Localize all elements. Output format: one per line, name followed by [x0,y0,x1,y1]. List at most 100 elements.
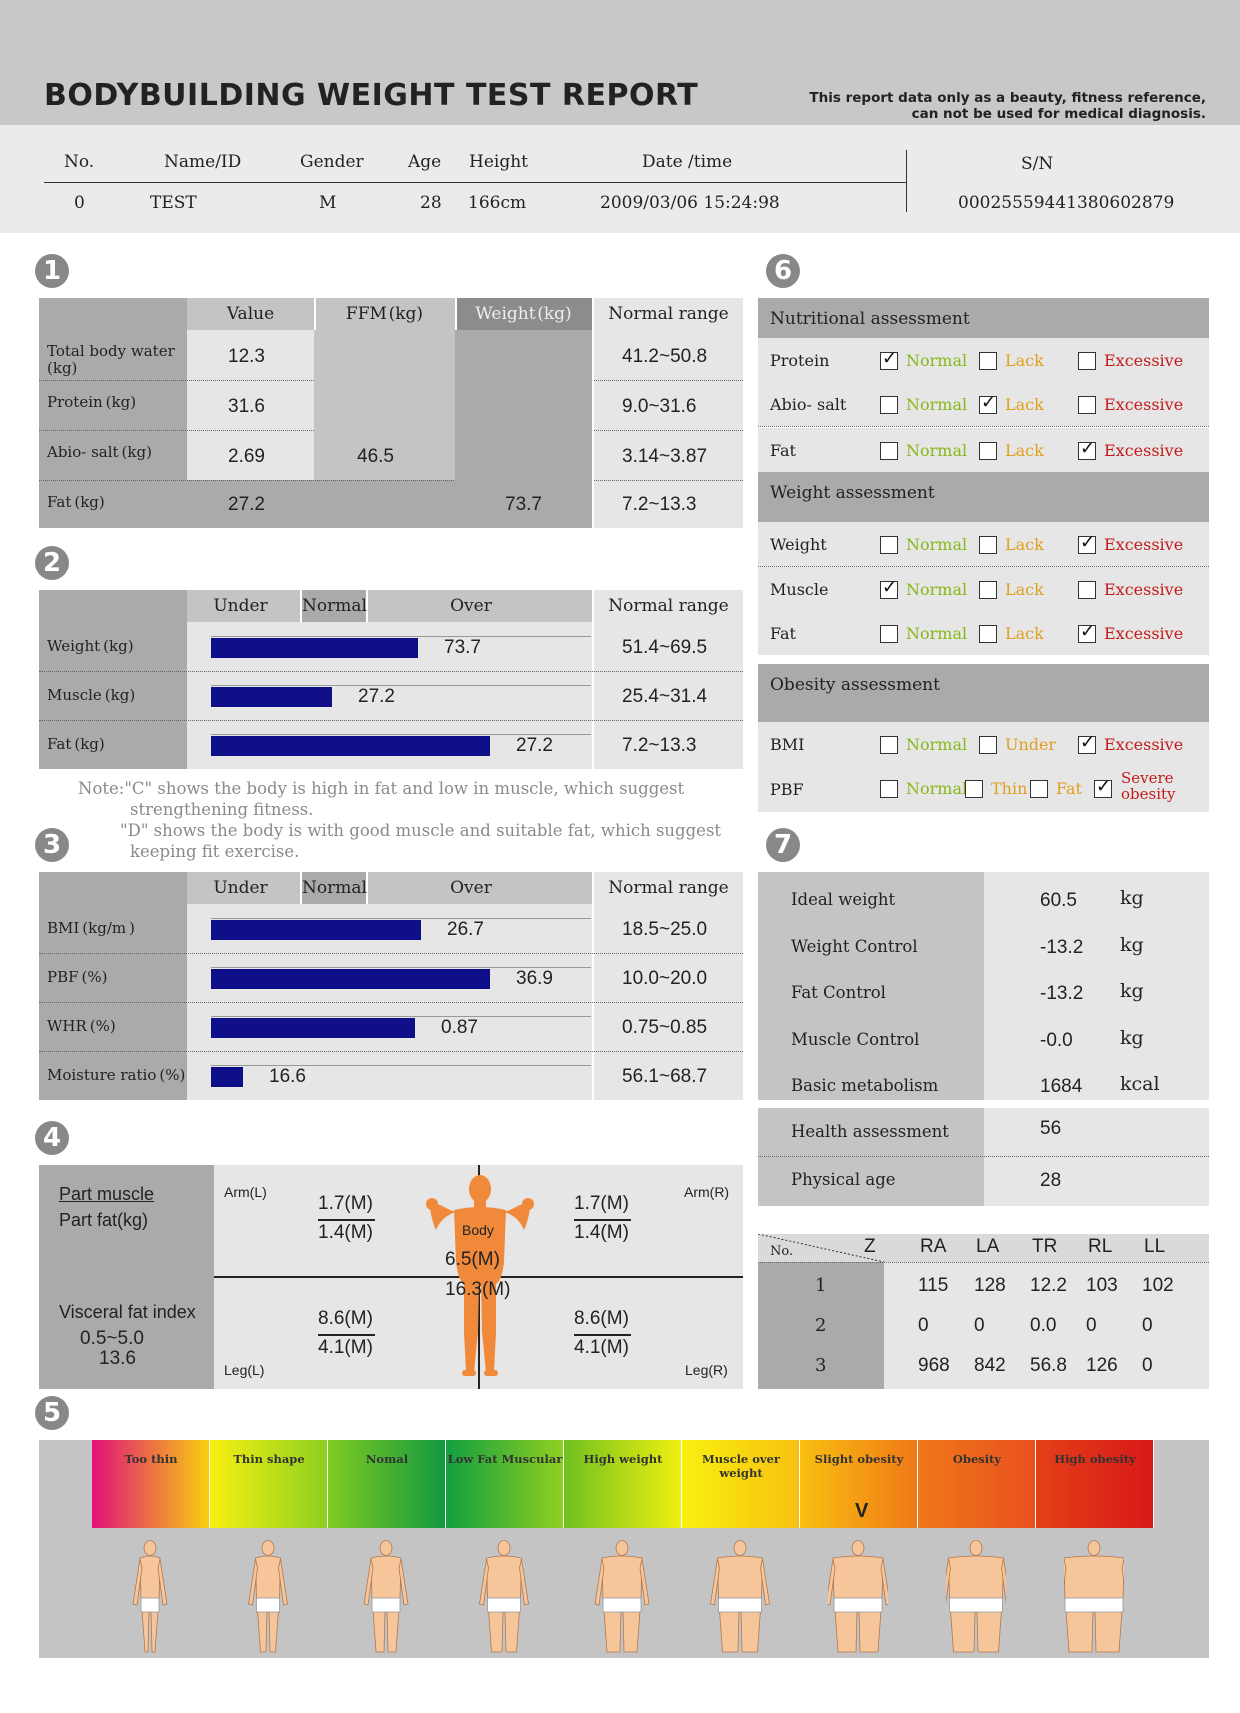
assessment-option: Lack [1005,624,1044,643]
assessment-checkbox[interactable] [1078,352,1096,370]
s7-row-value: 60.5 [1040,890,1077,911]
assessment-checkbox[interactable] [1078,396,1096,414]
z-cell: 115 [918,1275,949,1296]
s4-visceral-range: 0.5~5.0 [80,1328,144,1349]
assessment-checkbox[interactable] [979,736,997,754]
assessment-checkbox[interactable] [880,348,898,370]
assessment-checkbox[interactable] [880,577,898,599]
report-title: BODYBUILDING WEIGHT TEST REPORT [44,78,699,113]
weight-category-label: High weight [583,1452,663,1466]
s3-header-under-label: Under [213,878,268,898]
z-cell: 102 [1142,1275,1174,1296]
s2-row-divider [39,720,743,721]
note-line-4: keeping fit exercise. [130,842,300,861]
assessment-checkbox[interactable] [1078,438,1096,460]
section-3-badge: 3 [35,828,69,862]
s2-header-normal-label: Normal [302,596,367,616]
s3-bar-2 [211,1017,415,1038]
weight-category-label: Nomal [365,1452,409,1466]
z-cell: 126 [1086,1355,1118,1376]
assessment-row-pbf [758,766,1209,812]
z-header-cell: RL [1088,1236,1113,1257]
s1-header-value-label: Value [226,304,275,324]
assessment-checkbox[interactable] [1078,581,1096,599]
s7-row-label: Basic metabolism [791,1076,939,1095]
s3-header-normal [302,872,366,904]
info-vertical-divider [906,150,907,212]
note-line-3: "D" shows the body is with good muscle a… [120,821,722,840]
weight-category-label: Slight obesity [814,1452,904,1466]
assessment-option: Normal [906,735,968,754]
assessment-checkbox[interactable] [1078,621,1096,643]
z-no-label: No. [770,1244,794,1259]
z-row-no: 1 [815,1275,827,1296]
s2-header-under-label: Under [213,596,268,616]
assessment-option: Excessive [1104,535,1184,554]
s1-fat-row-band [187,480,455,528]
s1-header-value [187,298,314,330]
section-4-badge: 4 [35,1121,69,1155]
s2-range: 51.4~69.5 [622,636,708,658]
s7-health-label-panel [758,1108,984,1206]
health-assessment-label: Health assessment [791,1122,949,1141]
s1-range-fat: 7.2~13.3 [622,494,697,515]
assessment-checkbox[interactable] [979,442,997,460]
info-divider [44,182,906,183]
s1-row-divider [39,380,314,381]
section-7-badge: 7 [766,828,800,862]
assessment-checkbox[interactable] [880,736,898,754]
weight-category-label: Too thin [124,1452,178,1466]
s1-range-protein: 9.0~31.6 [622,396,697,417]
assessment-checkbox[interactable] [880,536,898,554]
assessment-option: Lack [1005,351,1044,370]
s3-bar-baseline [211,1065,591,1066]
s2-bar-baseline [211,685,591,686]
z-cell: 0 [1142,1355,1153,1376]
s4-body-muscle: 6.5(M) [445,1249,500,1270]
s2-bar-baseline [211,636,591,637]
assessment-option: Normal [906,441,968,460]
assessment-checkbox[interactable] [979,536,997,554]
s1-weight-column [455,330,592,528]
pbf-label: PBF [770,780,804,799]
s2-bar-1 [211,686,332,707]
s1-value-salt: 2.69 [228,446,265,467]
assessment-checkbox[interactable] [979,625,997,643]
s7-divider [758,1156,1209,1157]
s3-header-blank [39,872,187,904]
pbf-checkbox[interactable] [1030,780,1048,798]
nutritional-assessment-title: Nutritional assessment [770,309,970,329]
assessment-row-label: Protein [770,351,830,370]
assessment-checkbox[interactable] [880,396,898,414]
s1-weight-value: 73.7 [505,494,542,515]
obesity-assessment-title: Obesity assessment [770,675,940,695]
assessment-option: Under [1005,735,1057,754]
s3-header-range-label: Normal range [608,878,729,898]
assessment-option: Excessive [1104,624,1184,643]
s4-leg-r-muscle: 8.6(M) [574,1308,629,1329]
assessment-option: Normal [906,351,968,370]
pbf-option: Fat [1056,779,1082,798]
assessment-checkbox[interactable] [1078,732,1096,754]
s7-row-unit: kg [1120,887,1144,909]
s7-row-label: Muscle Control [791,1029,920,1049]
s4-leg-l-label: Leg(L) [224,1362,265,1378]
assessment-checkbox[interactable] [979,581,997,599]
s4-arm-r-muscle: 1.7(M) [574,1193,629,1214]
assessment-checkbox[interactable] [880,442,898,460]
health-assessment-value: 56 [1040,1118,1062,1139]
assessment-checkbox[interactable] [979,392,997,414]
assessment-checkbox[interactable] [979,352,997,370]
s1-row-label-salt: Abio- salt (kg) [47,443,152,461]
pbf-checkbox[interactable] [965,780,983,798]
assessment-checkbox[interactable] [1078,532,1096,554]
assessment-checkbox[interactable] [880,625,898,643]
s1-range-salt: 3.14~3.87 [622,446,708,467]
pbf-checkbox[interactable] [1094,776,1112,798]
z-header-divider [758,1262,1209,1263]
weight-assessment-band [758,472,1209,522]
pbf-checkbox[interactable] [880,780,898,798]
assessment-row-label: BMI [770,735,805,754]
z-cell: 0.0 [1030,1315,1057,1336]
